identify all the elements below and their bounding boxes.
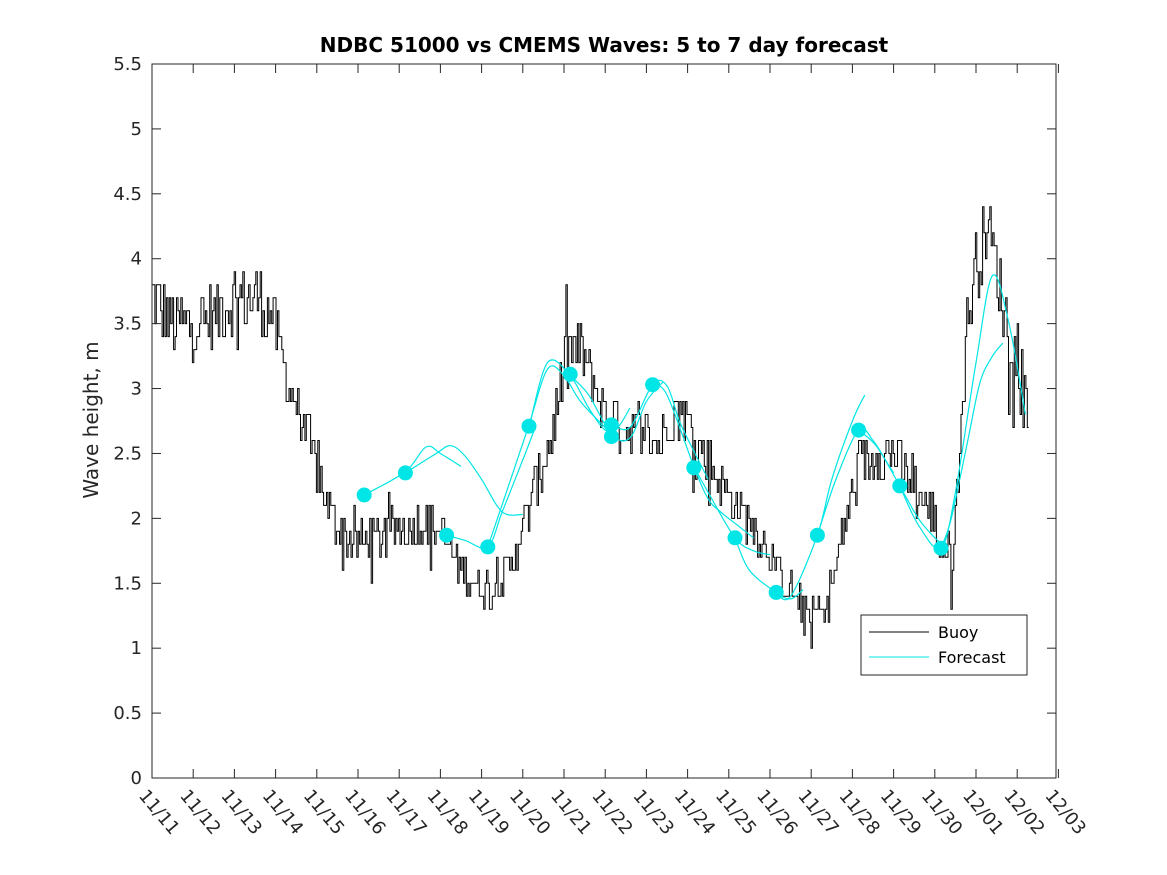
buoy-line [152, 206, 1029, 649]
forecast-line [569, 375, 664, 442]
forecast-marker [851, 422, 867, 438]
y-tick-label: 2.5 [113, 443, 142, 464]
x-tick-label: 11/16 [340, 786, 389, 839]
forecast-marker [603, 429, 619, 445]
forecast-line [363, 445, 462, 496]
x-tick-label: 11/19 [464, 786, 513, 839]
x-tick-label: 11/21 [546, 786, 595, 839]
forecast-line [858, 429, 944, 545]
legend-box [860, 614, 1028, 676]
x-tick-label: 11/14 [258, 786, 307, 839]
buoy-series [152, 206, 1029, 649]
forecast-line [940, 342, 1004, 549]
forecast-marker [686, 460, 702, 476]
x-tick-label: 11/26 [752, 786, 801, 839]
legend: Buoy Forecast [860, 614, 1028, 676]
x-tick-label: 11/30 [917, 786, 966, 839]
forecast-marker [521, 418, 537, 434]
forecast-line [487, 365, 606, 548]
chart-title: NDBC 51000 vs CMEMS Waves: 5 to 7 day fo… [320, 33, 889, 57]
forecast-marker [645, 377, 661, 393]
y-tick-label: 0.5 [113, 703, 142, 724]
forecast-marker [480, 539, 496, 555]
x-tick-label: 11/23 [629, 786, 678, 839]
x-tick-label: 11/12 [175, 786, 224, 839]
y-tick-label: 5.5 [113, 54, 142, 75]
forecast-marker [768, 584, 784, 600]
x-tick-label: 11/27 [793, 786, 842, 839]
forecast-line [775, 394, 866, 601]
y-tick-label: 1.5 [113, 573, 142, 594]
forecast-marker [892, 478, 908, 494]
x-tick-label: 11/29 [876, 786, 925, 839]
forecast-marker [439, 527, 455, 543]
x-tick-label: 11/22 [587, 786, 636, 839]
forecast-markers [356, 366, 949, 600]
x-tick-label: 11/11 [134, 786, 183, 839]
forecast-marker [562, 366, 578, 382]
x-tick-label: 11/18 [423, 786, 472, 839]
forecast-line [611, 379, 709, 480]
x-tick-label: 11/15 [299, 786, 348, 839]
y-tick-label: 3.5 [113, 314, 142, 335]
x-tick-label: 11/25 [711, 786, 760, 839]
y-tick-label: 4 [131, 249, 142, 270]
y-axis-label: Wave height, m [79, 341, 103, 498]
x-tick-label: 11/20 [505, 786, 554, 839]
x-tick-label: 11/13 [217, 786, 266, 839]
legend-label-forecast: Forecast [938, 648, 1006, 667]
y-tick-label: 4.5 [113, 184, 142, 205]
legend-label-buoy: Buoy [938, 623, 978, 642]
forecast-marker [397, 465, 413, 481]
y-axis-ticks: 0 0.5 1 1.5 2 2.5 3 3.5 4 4.5 5 5.5 [113, 54, 1056, 789]
x-tick-label: 12/02 [999, 786, 1048, 839]
y-tick-label: 3 [131, 379, 142, 400]
x-tick-label: 11/17 [381, 786, 430, 839]
y-tick-label: 5 [131, 119, 142, 140]
x-tick-label: 11/28 [835, 786, 884, 839]
forecast-line [899, 274, 1026, 550]
forecast-marker [809, 527, 825, 543]
forecast-marker [727, 530, 743, 546]
x-tick-label: 11/24 [670, 786, 719, 839]
forecast-marker [356, 487, 372, 503]
plot-frame [151, 63, 1057, 779]
x-tick-label: 12/01 [958, 786, 1007, 839]
y-tick-label: 0 [131, 768, 142, 789]
forecast-marker [933, 540, 949, 556]
x-tick-label: 12/03 [1041, 786, 1090, 839]
y-tick-label: 1 [131, 638, 142, 659]
forecast-line [446, 427, 536, 549]
forecast-line [652, 384, 754, 539]
y-tick-label: 2 [131, 508, 142, 529]
